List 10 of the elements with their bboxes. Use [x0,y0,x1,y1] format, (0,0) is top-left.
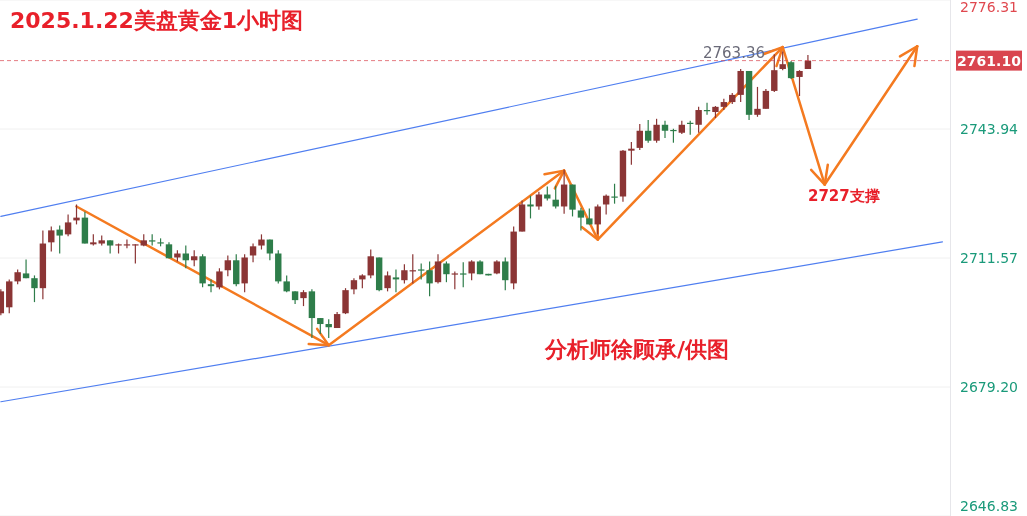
ref-line-label: 2761.10 [957,52,1022,69]
annotation: 2727支撑 [808,187,880,205]
chart-title: 2025.1.22美盘黄金1小时图 [10,8,304,33]
y-tick-label: 2711.57 [960,250,1018,266]
y-tick-label: 2646.83 [960,498,1018,514]
annotation: 分析师徐顾承/供图 [543,337,730,362]
y-tick-label: 2776.31 [960,0,1018,15]
y-tick-label: 2679.20 [960,379,1018,395]
y-tick-label: 2743.94 [960,121,1019,137]
annotation: 2763.36 [702,44,765,62]
